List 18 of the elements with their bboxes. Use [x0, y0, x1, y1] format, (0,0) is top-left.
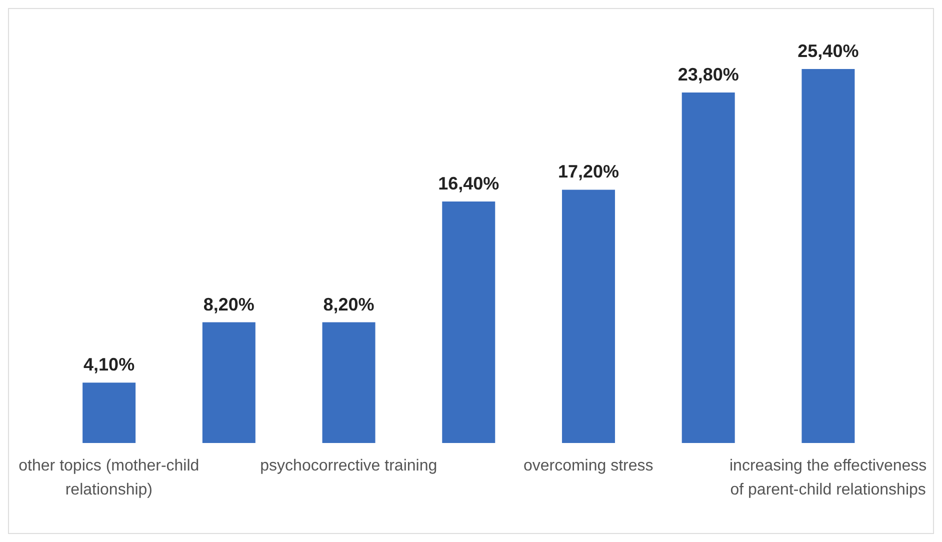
x-tick-label: increasing the effectiveness of parent-child relationships [729, 457, 927, 498]
data-label: 25,40% [798, 41, 859, 61]
bar [682, 92, 735, 443]
data-label: 8,20% [203, 294, 254, 314]
bar [82, 382, 136, 443]
data-label: 8,20% [323, 294, 374, 314]
x-tick-label: overcoming stress [523, 457, 654, 474]
data-label: 4,10% [84, 354, 135, 375]
bar [202, 322, 256, 443]
data-label: 23,80% [678, 64, 739, 85]
data-label: 16,40% [438, 174, 500, 194]
data-label: 17,20% [558, 162, 620, 182]
x-tick-label: other topics (mother-child relationship) [18, 457, 200, 498]
x-tick-label: psychocorrective training [260, 457, 438, 474]
bar [322, 322, 376, 443]
bar [562, 190, 615, 443]
bar [442, 202, 496, 443]
bar [802, 69, 855, 443]
